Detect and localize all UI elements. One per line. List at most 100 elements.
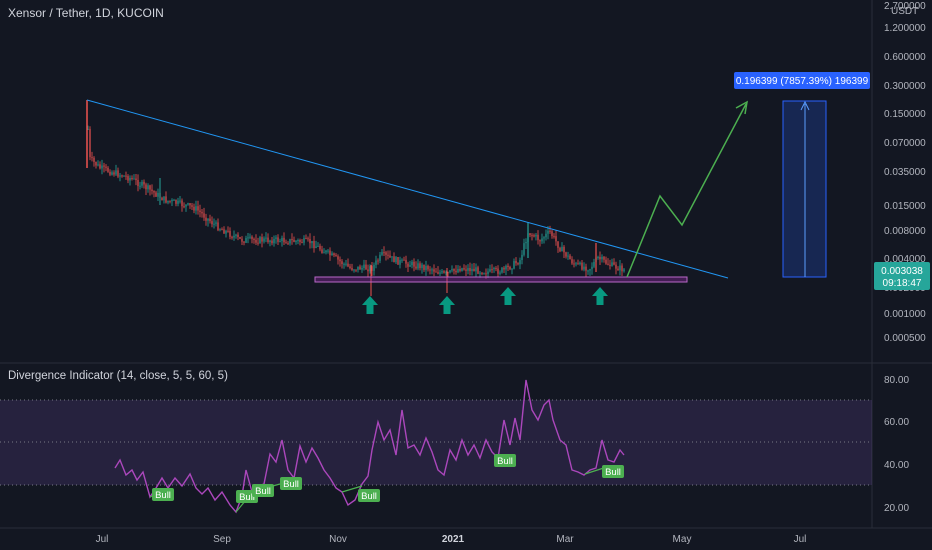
time-axis[interactable]: Jul Sep Nov 2021 Mar May Jul (96, 534, 807, 545)
bull-signal[interactable]: Bull (494, 454, 516, 467)
candle-body (137, 179, 139, 187)
candle-body (445, 272, 447, 274)
symbol-title[interactable]: Xensor / Tether, 1D, KUCOIN (8, 6, 164, 20)
candle-body (417, 263, 419, 269)
support-zone[interactable] (314, 276, 688, 283)
candle-body (325, 250, 327, 253)
time-axis-label: Sep (213, 534, 231, 545)
candle-body (459, 268, 461, 271)
candle-body (449, 270, 451, 273)
candle-body (433, 269, 435, 272)
candle-body (565, 252, 567, 257)
candle-body (529, 233, 531, 236)
candle-body (597, 256, 599, 258)
candle-body (103, 165, 105, 167)
candle-body (163, 196, 165, 201)
candle-body (209, 218, 211, 222)
candle-body (219, 229, 221, 231)
candle-body (425, 265, 427, 270)
divergence-line (341, 485, 363, 493)
candle-body (407, 263, 409, 267)
indicator-title[interactable]: Divergence Indicator (14, close, 5, 5, 6… (8, 370, 228, 382)
measure-label-box[interactable] (734, 72, 870, 89)
candle-body (591, 266, 593, 270)
bull-signal[interactable]: Bull (280, 477, 302, 490)
candle-body (367, 269, 369, 272)
candle-body (623, 269, 625, 272)
candle-body (143, 181, 145, 185)
projection-path[interactable] (626, 103, 747, 278)
candle-body (261, 237, 263, 242)
candle-body (305, 238, 307, 240)
candle-body (487, 271, 489, 274)
up-arrow (500, 287, 516, 305)
candle-body (531, 235, 533, 237)
price-axis-label: 0.035000 (884, 167, 926, 178)
candle-body (191, 205, 193, 207)
candle-body (399, 260, 401, 265)
candle-body (549, 230, 551, 232)
candle-body (473, 268, 475, 272)
candle-body (613, 262, 615, 265)
candle-body (511, 268, 513, 270)
candle-body (311, 240, 313, 244)
candle-body (169, 200, 171, 202)
candle-body (239, 237, 241, 239)
up-arrow (362, 296, 378, 314)
bull-signal[interactable]: Bull (602, 465, 624, 478)
candle-body (141, 181, 143, 186)
candle-body (575, 263, 577, 265)
candle-body (485, 273, 487, 275)
candle-body (447, 272, 449, 274)
candle-body (489, 269, 491, 272)
candle-body (583, 266, 585, 270)
candle-body (323, 252, 325, 254)
candle-body (307, 238, 309, 240)
candle-body (387, 254, 389, 256)
candle-body (349, 266, 351, 268)
current-price: 0.003038 (881, 266, 923, 277)
candle-body (275, 237, 277, 239)
bull-signal[interactable]: Bull (152, 488, 174, 501)
bull-signal[interactable]: Bull (252, 484, 274, 497)
candle-body (189, 203, 191, 206)
descending-trendline[interactable] (86, 99, 729, 279)
candle-body (183, 206, 185, 208)
bull-signal-label: Bull (283, 479, 299, 490)
candle-body (243, 241, 245, 243)
candle-body (401, 259, 403, 261)
candle-body (581, 262, 583, 270)
indicator-axis[interactable]: 80.00 60.00 40.00 20.00 (884, 375, 909, 514)
candle-body (171, 199, 173, 202)
candle-body (355, 269, 357, 271)
candle-body (617, 268, 619, 271)
candle-body (573, 263, 575, 265)
candle-body (353, 269, 355, 271)
candle-body (199, 210, 201, 212)
candle-body (567, 255, 569, 257)
candle-body (553, 236, 555, 238)
candle-body (107, 167, 109, 172)
price-pane[interactable] (0, 0, 872, 362)
bull-signal-label: Bull (605, 467, 621, 478)
candle-body (233, 235, 235, 238)
bull-signal-box (358, 489, 380, 502)
candle-body (295, 240, 297, 242)
candle-body (235, 234, 237, 236)
indicator-line (114, 379, 625, 514)
candle-body (619, 265, 621, 271)
candle-body (153, 191, 155, 193)
price-axis[interactable]: 2.700000 1.200000 0.600000 0.300000 0.150000… (884, 1, 926, 344)
candle-body (109, 171, 111, 175)
candle-body (467, 268, 469, 271)
candle-body (545, 233, 547, 238)
bull-signal[interactable]: Bull (358, 489, 380, 502)
candle-body (509, 266, 511, 270)
candle-body (329, 250, 331, 256)
current-price-tag[interactable] (874, 262, 930, 290)
candle-body (571, 259, 573, 264)
candle-body (293, 239, 295, 242)
time-axis-label: May (673, 534, 692, 545)
candle-body (309, 239, 311, 244)
